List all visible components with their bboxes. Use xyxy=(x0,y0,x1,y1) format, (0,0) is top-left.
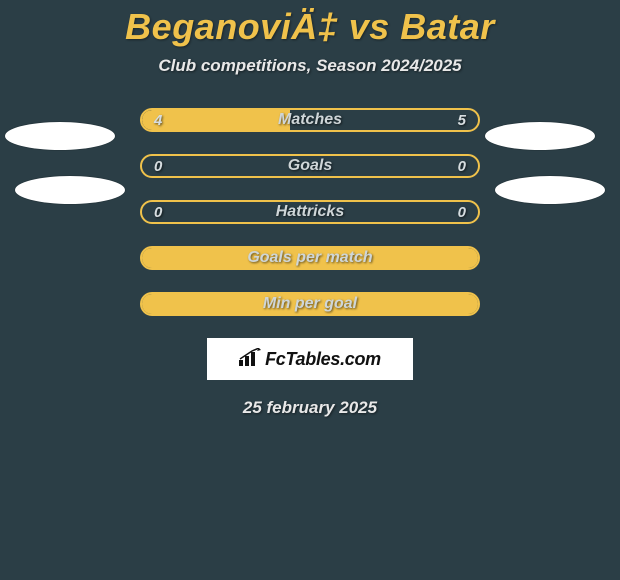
chart-icon xyxy=(239,348,261,371)
team-badge xyxy=(5,122,115,150)
stat-value-left: 0 xyxy=(154,156,162,176)
team-badge xyxy=(485,122,595,150)
stat-value-right: 0 xyxy=(458,156,466,176)
stat-label: Goals per match xyxy=(142,248,478,268)
stat-label: Matches xyxy=(142,110,478,130)
stat-label: Goals xyxy=(142,156,478,176)
stat-value-left: 4 xyxy=(154,110,162,130)
stat-row: Goals per match xyxy=(140,246,480,270)
stat-label: Min per goal xyxy=(142,294,478,314)
stat-value-left: 0 xyxy=(154,202,162,222)
team-badge xyxy=(495,176,605,204)
brand-label: FcTables.com xyxy=(239,348,381,371)
stat-value-right: 5 xyxy=(458,110,466,130)
team-badge xyxy=(15,176,125,204)
stat-label: Hattricks xyxy=(142,202,478,222)
stat-row: Goals0 0 xyxy=(140,154,480,178)
stat-row: Matches4 5 xyxy=(140,108,480,132)
brand-box: FcTables.com xyxy=(207,338,413,380)
stat-row: Min per goal xyxy=(140,292,480,316)
subtitle: Club competitions, Season 2024/2025 xyxy=(0,56,620,76)
page-title: BeganoviÄ‡ vs Batar xyxy=(0,0,620,48)
date-label: 25 february 2025 xyxy=(0,398,620,418)
stat-row: Hattricks0 0 xyxy=(140,200,480,224)
stat-value-right: 0 xyxy=(458,202,466,222)
brand-text: FcTables.com xyxy=(265,349,381,370)
